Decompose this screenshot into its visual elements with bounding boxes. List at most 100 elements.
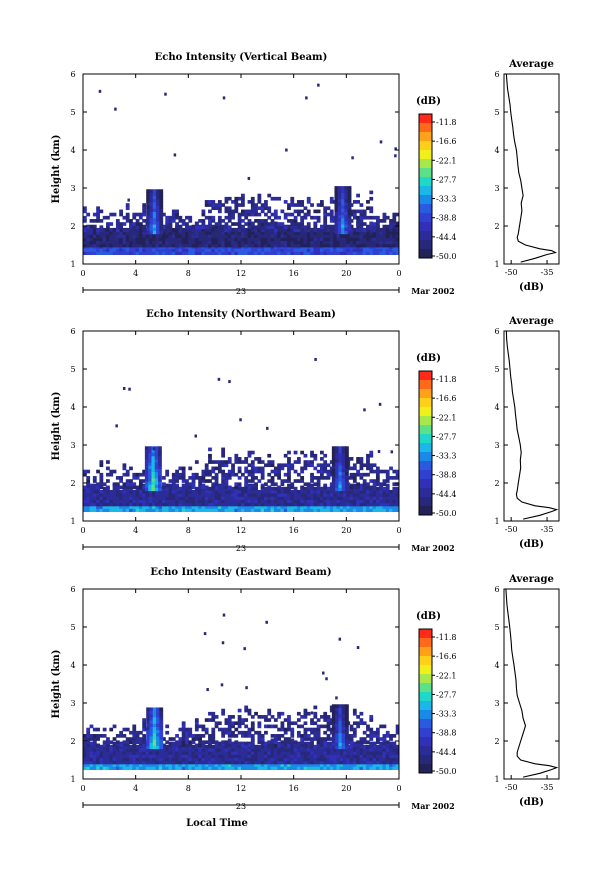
heatmap-cell — [146, 710, 150, 715]
heatmap-cell — [257, 228, 262, 233]
heatmap-cell — [392, 215, 397, 220]
heatmap-cell — [280, 479, 285, 483]
heatmap-cell — [146, 720, 150, 724]
heatmap-cell — [362, 231, 367, 235]
heatmap-cell — [344, 230, 349, 235]
heatmap-cell — [283, 243, 288, 248]
heatmap-cell — [152, 195, 157, 200]
heatmap-cell — [247, 240, 252, 245]
heatmap-cell — [303, 741, 308, 746]
heatmap-cell — [231, 486, 235, 491]
heatmap-cell — [112, 760, 117, 765]
heatmap-cell — [138, 231, 143, 235]
heatmap-cell — [247, 727, 252, 732]
heatmap-cell — [359, 486, 364, 491]
heatmap-cell — [152, 739, 157, 743]
heatmap-cell — [372, 747, 377, 752]
heatmap-cell — [287, 763, 291, 767]
heatmap-cell — [175, 493, 179, 497]
heatmap-cell — [320, 463, 324, 468]
heatmap-cell — [296, 711, 301, 716]
heatmap-cell — [129, 482, 133, 487]
heatmap-cell — [320, 466, 324, 471]
heatmap-cell — [178, 251, 183, 255]
heatmap-cell — [214, 496, 219, 500]
heatmap-cell — [86, 489, 91, 494]
heatmap-cell — [144, 487, 149, 492]
heatmap-cell — [267, 711, 272, 716]
heatmap-cell — [112, 243, 117, 248]
heatmap-cell — [149, 713, 154, 718]
heatmap-cell — [359, 476, 364, 480]
heatmap-cell — [115, 248, 120, 252]
heatmap-cell — [267, 493, 272, 497]
heatmap-cell — [362, 489, 367, 494]
heatmap-cell — [323, 743, 328, 748]
heatmap-cell — [280, 766, 285, 770]
heatmap-cell — [300, 496, 305, 500]
heatmap-cell — [152, 735, 157, 740]
heatmap-cell — [310, 231, 314, 235]
heatmap-cell — [208, 760, 212, 765]
heatmap-cell — [122, 251, 127, 255]
heatmap-cell — [277, 227, 281, 232]
heatmap-cell — [247, 237, 252, 242]
heatmap-cell — [306, 502, 311, 507]
heatmap-cell — [270, 237, 275, 242]
heatmap-cell — [349, 472, 354, 477]
heatmap-cell — [277, 251, 281, 255]
heatmap-cell — [208, 248, 212, 252]
heatmap-cell — [283, 718, 288, 722]
heatmap-cell — [363, 408, 366, 412]
heatmap-cell — [323, 754, 328, 758]
heatmap-cell — [99, 463, 104, 468]
heatmap-cell — [359, 763, 364, 767]
heatmap-cell — [352, 757, 357, 762]
heatmap-cell — [208, 460, 212, 464]
heatmap-cell — [119, 502, 123, 507]
heatmap-cell — [345, 468, 349, 473]
heatmap-cell — [356, 757, 360, 762]
heatmap-cell — [300, 499, 305, 504]
heatmap-cell — [146, 739, 150, 743]
heatmap-cell — [204, 472, 209, 477]
heatmap-cell — [155, 505, 160, 509]
heatmap-cell — [146, 192, 150, 197]
heatmap-cell — [356, 499, 360, 504]
heatmap-cell — [392, 766, 397, 770]
heatmap-cell — [333, 251, 337, 255]
heatmap-cell — [158, 462, 162, 466]
heatmap-cell — [329, 234, 334, 238]
heatmap-cell — [296, 508, 301, 512]
heatmap-cell — [331, 720, 336, 724]
heatmap-cell — [237, 196, 242, 201]
heatmap-cell — [92, 489, 97, 494]
heatmap-cell — [221, 766, 226, 770]
heatmap-cell — [339, 757, 344, 762]
heatmap-cell — [347, 192, 352, 197]
heatmap-cell — [168, 508, 173, 512]
heatmap-cell — [267, 472, 272, 477]
heatmap-cell — [221, 711, 226, 716]
colorbar-unit: (dB) — [416, 353, 441, 364]
heatmap-cell — [142, 231, 147, 235]
heatmap-cell — [125, 485, 130, 490]
heatmap-cell — [119, 730, 123, 735]
heatmap-cell — [185, 234, 189, 238]
heatmap-cell — [201, 747, 206, 752]
heatmap-cell — [102, 502, 107, 507]
heatmap-cell — [247, 469, 252, 474]
heatmap-cell — [349, 243, 354, 248]
heatmap-cell — [181, 502, 186, 507]
colorbar-segment — [419, 186, 432, 196]
heatmap-cell — [343, 508, 347, 512]
heatmap-cell — [395, 486, 400, 491]
heatmap-cell — [244, 486, 249, 491]
heatmap-cell — [247, 763, 252, 767]
colorbar-segment — [419, 683, 432, 693]
heatmap-cell — [352, 502, 357, 507]
heatmap-cell — [152, 230, 157, 235]
heatmap-cell — [254, 248, 258, 252]
heatmap-cell — [244, 754, 249, 758]
heatmap-cell — [149, 739, 154, 743]
